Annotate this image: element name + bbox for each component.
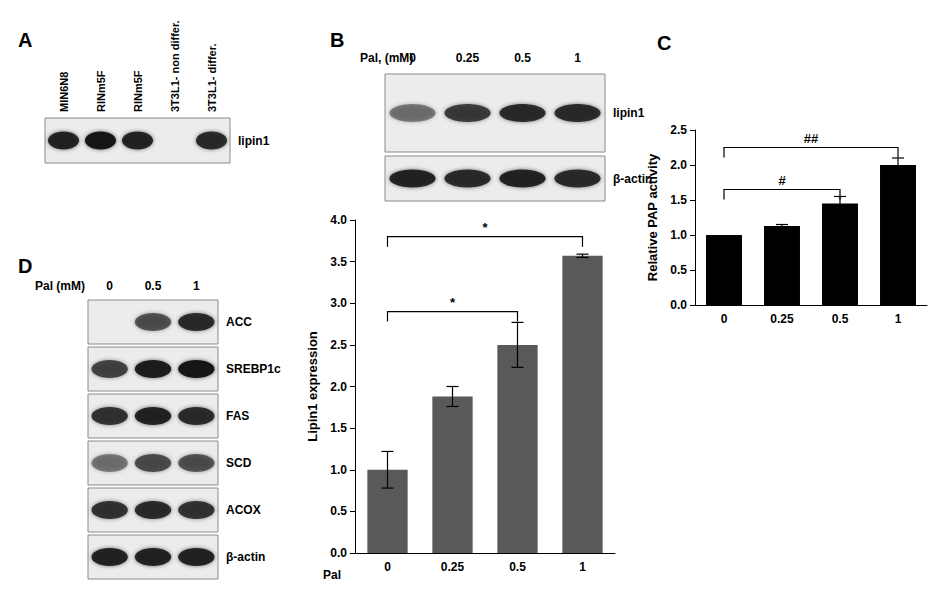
svg-text:Pal: Pal [323,568,341,582]
svg-text:FAS: FAS [226,409,249,423]
svg-text:*: * [450,295,456,310]
svg-text:0: 0 [106,279,113,293]
svg-text:Pal, (mM): Pal, (mM) [360,51,413,65]
svg-text:3T3L1- differ.: 3T3L1- differ. [206,44,218,112]
svg-text:D: D [18,255,32,277]
svg-text:ACC: ACC [226,315,252,329]
svg-text:C: C [657,32,671,54]
svg-text:Relative PAP activity: Relative PAP activity [645,153,660,281]
svg-text:0: 0 [409,51,416,65]
svg-text:ACOX: ACOX [226,503,261,517]
svg-text:β-actin: β-actin [226,550,265,564]
svg-text:1: 1 [574,51,581,65]
svg-text:#: # [778,173,786,188]
svg-text:0.5: 0.5 [330,504,347,518]
svg-text:3T3L1- non differ.: 3T3L1- non differ. [169,20,181,112]
svg-text:0.5: 0.5 [145,279,162,293]
svg-text:0.5: 0.5 [670,263,687,277]
svg-text:A: A [18,29,32,51]
svg-text:RINm5F: RINm5F [132,70,144,112]
svg-text:1.5: 1.5 [670,193,687,207]
svg-text:1: 1 [579,560,586,574]
svg-text:0.25: 0.25 [456,51,480,65]
svg-text:*: * [482,220,488,235]
svg-text:3.0: 3.0 [330,296,347,310]
svg-text:0: 0 [721,312,728,326]
svg-text:1.0: 1.0 [330,463,347,477]
svg-text:2.0: 2.0 [330,380,347,394]
svg-text:SREBP1c: SREBP1c [226,362,281,376]
svg-text:0: 0 [384,560,391,574]
svg-text:Lipin1 expression: Lipin1 expression [305,331,320,442]
svg-text:1: 1 [193,279,200,293]
svg-text:lipin1: lipin1 [238,134,270,148]
svg-text:0.5: 0.5 [832,312,849,326]
svg-text:lipin1: lipin1 [613,106,645,120]
svg-text:2.5: 2.5 [670,123,687,137]
svg-text:2.0: 2.0 [670,158,687,172]
svg-text:0.0: 0.0 [670,298,687,312]
svg-text:0.25: 0.25 [441,560,465,574]
svg-text:1.0: 1.0 [670,228,687,242]
svg-text:SCD: SCD [226,456,252,470]
svg-text:##: ## [804,131,819,146]
svg-text:4.0: 4.0 [330,213,347,227]
svg-text:RINm5F: RINm5F [95,70,107,112]
svg-text:1.5: 1.5 [330,421,347,435]
svg-text:0.5: 0.5 [514,51,531,65]
svg-text:1: 1 [895,312,902,326]
svg-text:0.25: 0.25 [770,312,794,326]
svg-text:3.5: 3.5 [330,255,347,269]
svg-text:MIN6N8: MIN6N8 [58,72,70,112]
svg-text:2.5: 2.5 [330,338,347,352]
svg-text:Pal (mM): Pal (mM) [35,279,85,293]
svg-text:β-actin: β-actin [613,171,653,186]
svg-text:0.0: 0.0 [330,546,347,560]
svg-text:0.5: 0.5 [509,560,526,574]
svg-text:B: B [330,29,344,51]
